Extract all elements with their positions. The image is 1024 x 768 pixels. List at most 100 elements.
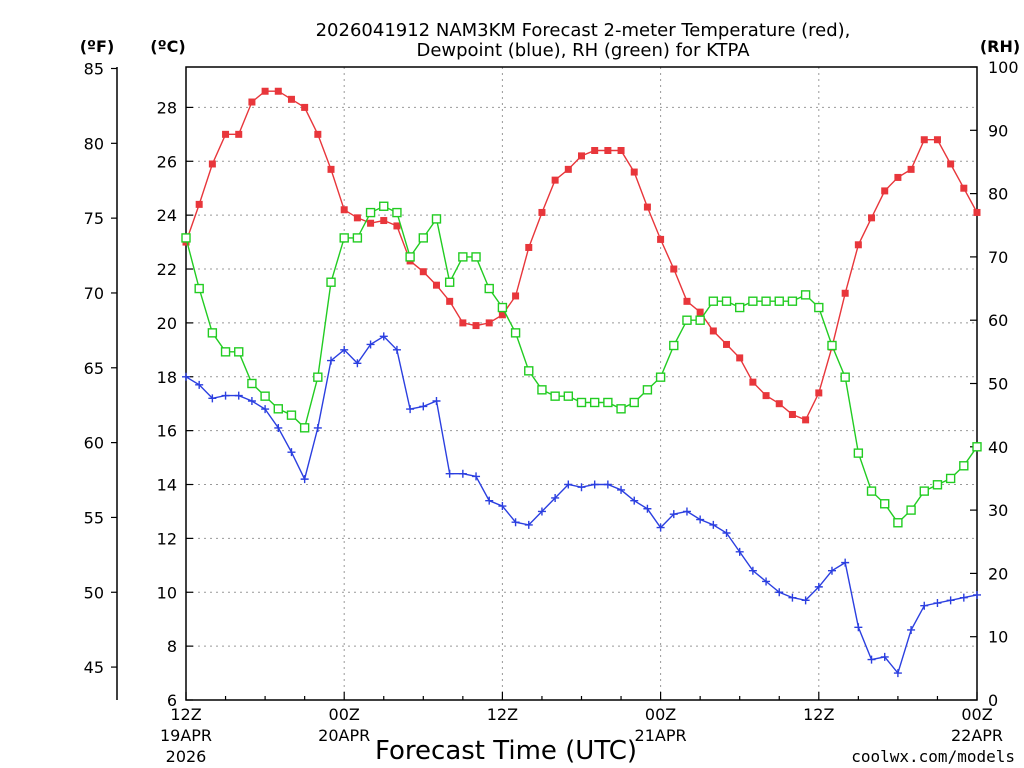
rh-point	[194, 283, 204, 294]
f-tick-label: 75	[84, 209, 104, 228]
dewpoint-point	[327, 356, 336, 365]
c-tick-label: 6	[167, 691, 177, 710]
rh-point	[814, 302, 824, 313]
x-tick-date: 21APR	[635, 726, 687, 745]
rh-point	[207, 328, 218, 338]
rh-point	[827, 340, 837, 351]
temperature-point	[973, 208, 981, 216]
temperature-point	[472, 322, 480, 330]
temperature-point	[235, 130, 243, 138]
rh-tick-label: 80	[988, 185, 1008, 204]
dewpoint-point	[445, 469, 454, 478]
rh-point	[774, 296, 784, 306]
dewpoint-point	[907, 625, 916, 634]
chart-title-line-2: Dewpoint (blue), RH (green) for KTPA	[416, 40, 750, 61]
f-tick-label: 70	[84, 284, 104, 303]
rh-point	[945, 473, 956, 484]
rh-point	[550, 391, 560, 401]
temperature-point	[762, 392, 770, 400]
rh-point	[880, 499, 890, 509]
dewpoint-point	[498, 502, 507, 511]
x-tick-date: 19APR	[160, 726, 212, 745]
dewpoint-point	[656, 523, 665, 532]
rh-point	[669, 340, 679, 351]
dewpoint-point	[195, 380, 204, 389]
rh-point	[840, 372, 850, 382]
dewpoint-point	[973, 590, 981, 599]
dewpoint-point	[485, 496, 494, 505]
temperature-point	[947, 160, 955, 168]
dewpoint-point	[392, 345, 401, 354]
plot-frame	[185, 66, 978, 701]
rh-tick-label: 100	[988, 58, 1019, 77]
rh-tick-label: 30	[988, 501, 1008, 520]
temperature-point	[498, 311, 506, 319]
rh-point	[682, 315, 692, 325]
rh-point	[800, 290, 811, 300]
temperature-point	[894, 173, 902, 181]
dewpoint-point	[893, 669, 902, 678]
rh-point	[853, 448, 864, 458]
rh-point	[629, 397, 639, 408]
temperature-point	[643, 203, 651, 211]
dewpoint-point	[432, 397, 441, 406]
rh-tick-label: 90	[988, 121, 1008, 140]
temperature-point	[815, 389, 823, 397]
dewpoint-point	[669, 510, 678, 519]
dewpoint-point	[801, 596, 810, 605]
temperature-point	[525, 243, 533, 251]
rh-point	[603, 397, 613, 408]
f-tick-label: 65	[84, 359, 104, 378]
rh-point	[405, 252, 415, 262]
temperature-point	[854, 241, 862, 249]
c-tick-label: 10	[157, 583, 177, 602]
dewpoint-point	[379, 332, 388, 341]
temperature-point	[538, 208, 546, 216]
celsius-axis-label: (ºC)	[150, 37, 185, 56]
f-tick-label: 85	[84, 59, 104, 78]
temperature-point	[617, 147, 625, 155]
temperature-point	[578, 152, 585, 160]
rh-point	[866, 486, 877, 496]
dewpoint-point	[511, 518, 520, 527]
temperature-point	[274, 87, 282, 95]
dewpoint-point	[682, 507, 691, 516]
rh-point	[418, 233, 428, 243]
rh-point	[365, 207, 376, 218]
temperature-point	[248, 98, 256, 106]
f-tick-label: 50	[84, 583, 104, 602]
rh-point	[761, 296, 771, 306]
temperature-point	[261, 87, 269, 95]
rh-point	[959, 461, 969, 471]
rh-tick-label: 0	[988, 691, 998, 710]
rh-series	[181, 201, 982, 528]
rh-point	[655, 372, 666, 382]
rh-point	[273, 404, 283, 414]
c-tick-label: 16	[157, 422, 177, 441]
temperature-point	[208, 160, 216, 168]
fahrenheit-tick-labels: 85 80 75 70 65 60 55 50 45	[84, 59, 104, 677]
dewpoint-point	[814, 582, 823, 591]
temperature-point	[841, 289, 849, 297]
temperature-point	[340, 206, 348, 214]
dewpoint-point	[366, 340, 375, 349]
dewpoint-point	[590, 480, 599, 489]
x-tick-date: 22APR	[951, 726, 1003, 745]
rh-point	[286, 410, 297, 420]
temperature-point	[683, 297, 691, 305]
dewpoint-point	[775, 588, 784, 597]
temperature-point	[736, 354, 744, 362]
dewpoint-point	[841, 558, 850, 567]
dewpoint-point	[867, 655, 876, 664]
dewpoint-point	[933, 599, 942, 608]
rh-point	[787, 296, 798, 306]
dewpoint-point	[406, 405, 415, 414]
temperature-line	[185, 90, 978, 421]
x-tick-hour: 00Z	[961, 705, 992, 724]
rh-point	[497, 302, 508, 313]
f-tick-label: 55	[84, 508, 104, 527]
rh-point	[313, 372, 323, 382]
dewpoint-point	[762, 577, 771, 586]
site-credit: coolwx.com/models	[851, 747, 1015, 766]
dewpoint-point	[340, 345, 349, 354]
